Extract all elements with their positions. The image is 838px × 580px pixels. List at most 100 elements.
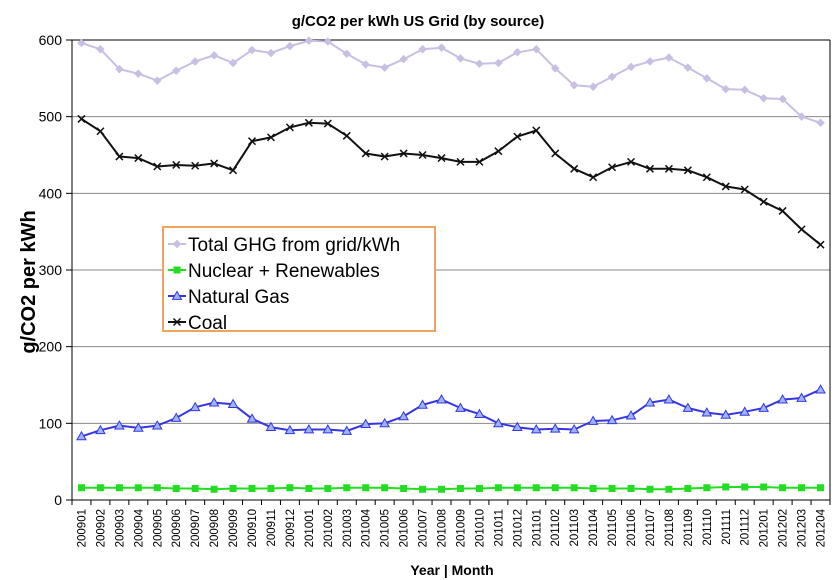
x-tick-label: 201201 — [759, 509, 771, 547]
data-point-nuclear-renewables — [494, 484, 502, 492]
data-point-coal — [153, 162, 162, 171]
data-point-nuclear-renewables — [722, 483, 730, 491]
series-line-nuclear-renewables — [81, 486, 821, 491]
data-point-natural-gas — [170, 412, 182, 422]
data-point-coal — [172, 160, 181, 169]
data-point-nuclear-renewables — [760, 483, 768, 491]
data-point-natural-gas — [360, 418, 372, 428]
y-axis-label: g/CO2 per kWh — [18, 210, 40, 353]
data-point-nuclear-renewables — [305, 485, 313, 492]
legend-swatch-marker — [173, 266, 181, 274]
legend-label: Total GHG from grid/kWh — [188, 235, 400, 256]
x-tick-label: 201112 — [740, 509, 752, 546]
data-point-coal — [740, 185, 749, 194]
data-point-total-ghg-from-grid-kwh — [266, 48, 276, 58]
data-point-total-ghg-from-grid-kwh — [115, 64, 124, 74]
x-tick-label: 200903 — [114, 509, 126, 547]
data-point-natural-gas — [701, 407, 713, 417]
data-point-natural-gas — [568, 423, 580, 434]
data-point-natural-gas — [246, 413, 258, 423]
data-point-total-ghg-from-grid-kwh — [304, 36, 314, 46]
data-point-natural-gas — [132, 422, 144, 432]
data-point-total-ghg-from-grid-kwh — [494, 58, 503, 68]
data-point-natural-gas — [739, 406, 751, 416]
data-point-coal — [816, 240, 825, 249]
data-point-total-ghg-from-grid-kwh — [721, 84, 731, 94]
data-point-natural-gas — [436, 394, 447, 404]
data-point-coal — [608, 163, 617, 172]
data-point-natural-gas — [663, 394, 675, 404]
data-point-natural-gas — [474, 408, 485, 419]
y-tick-label: 0 — [54, 492, 62, 508]
data-point-natural-gas — [227, 398, 239, 409]
data-point-natural-gas — [720, 409, 732, 419]
series-lines — [76, 36, 826, 493]
x-tick-label: 201202 — [778, 509, 790, 547]
legend-entry: Total GHG from grid/kWh — [168, 235, 400, 256]
x-tick-label: 201106 — [626, 509, 638, 547]
data-point-coal — [570, 164, 579, 173]
data-point-total-ghg-from-grid-kwh — [77, 38, 86, 48]
data-point-nuclear-renewables — [400, 485, 408, 492]
data-point-coal — [589, 173, 598, 182]
data-point-natural-gas — [151, 420, 163, 430]
data-point-nuclear-renewables — [589, 485, 597, 492]
x-tick-label: 201009 — [455, 509, 467, 547]
data-point-coal — [456, 157, 465, 166]
data-point-nuclear-renewables — [134, 484, 142, 492]
data-point-natural-gas — [493, 417, 504, 428]
data-point-nuclear-renewables — [96, 484, 104, 492]
data-point-coal — [532, 126, 541, 135]
data-point-natural-gas — [796, 392, 807, 402]
data-point-natural-gas — [189, 401, 201, 412]
data-point-nuclear-renewables — [627, 485, 635, 492]
data-point-nuclear-renewables — [153, 484, 161, 492]
data-point-coal — [418, 150, 427, 160]
y-tick-label: 600 — [39, 32, 63, 48]
data-point-total-ghg-from-grid-kwh — [740, 85, 750, 95]
data-point-nuclear-renewables — [456, 485, 464, 492]
x-tick-label: 200912 — [285, 509, 297, 547]
data-point-nuclear-renewables — [646, 485, 654, 493]
data-point-coal — [323, 119, 332, 128]
data-point-natural-gas — [76, 430, 87, 441]
data-point-nuclear-renewables — [381, 484, 389, 492]
data-point-total-ghg-from-grid-kwh — [209, 50, 219, 60]
data-point-natural-gas — [606, 414, 618, 425]
x-tick-label: 201001 — [304, 509, 316, 547]
data-point-natural-gas — [114, 420, 125, 430]
x-tick-label: 201109 — [683, 509, 695, 547]
data-point-total-ghg-from-grid-kwh — [228, 58, 238, 68]
x-tick-label: 201102 — [550, 509, 562, 547]
data-point-total-ghg-from-grid-kwh — [645, 57, 655, 66]
data-point-coal — [702, 173, 711, 182]
data-point-nuclear-renewables — [229, 485, 237, 492]
chart-title: g/CO2 per kWh US Grid (by source) — [292, 13, 545, 30]
data-point-coal — [342, 131, 351, 140]
series-coal — [77, 114, 825, 249]
x-tick-label: 201011 — [493, 509, 505, 547]
data-point-coal — [437, 154, 446, 163]
data-point-total-ghg-from-grid-kwh — [437, 43, 446, 53]
data-point-total-ghg-from-grid-kwh — [247, 45, 257, 55]
data-point-natural-gas — [95, 424, 106, 435]
legend-label: Coal — [188, 313, 227, 334]
data-point-total-ghg-from-grid-kwh — [475, 59, 484, 69]
data-point-total-ghg-from-grid-kwh — [285, 41, 295, 51]
data-point-nuclear-renewables — [419, 485, 427, 493]
data-point-total-ghg-from-grid-kwh — [550, 64, 560, 73]
data-point-nuclear-renewables — [684, 485, 692, 492]
data-point-nuclear-renewables — [513, 484, 521, 492]
data-point-coal — [77, 114, 86, 123]
data-point-total-ghg-from-grid-kwh — [702, 73, 712, 83]
data-point-nuclear-renewables — [475, 485, 483, 492]
x-tick-label: 200911 — [266, 509, 278, 547]
x-tick-label: 201003 — [342, 509, 354, 547]
legend-entry: Natural Gas — [168, 287, 289, 308]
data-point-natural-gas — [549, 423, 561, 433]
data-point-natural-gas — [341, 425, 353, 435]
data-point-nuclear-renewables — [248, 485, 256, 492]
data-point-total-ghg-from-grid-kwh — [418, 44, 427, 54]
